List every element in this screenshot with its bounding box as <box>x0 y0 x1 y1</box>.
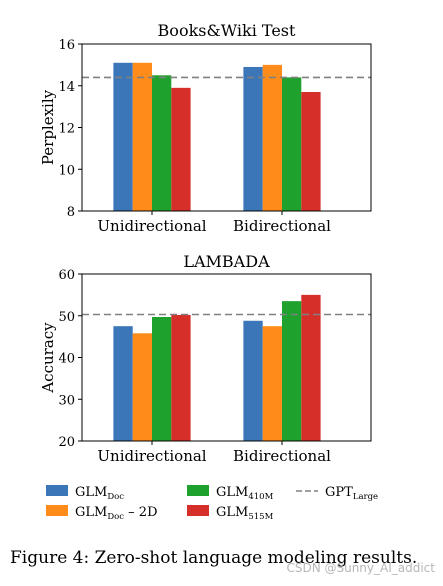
bar <box>113 326 133 441</box>
bar <box>243 320 263 441</box>
figure-caption: Figure 4: Zero-shot language modeling re… <box>10 548 418 568</box>
legend-swatch <box>46 505 68 516</box>
legend-label: GLMDoc <box>75 485 124 502</box>
legend-swatch <box>187 505 209 516</box>
legend-label: GLMDoc – 2D <box>75 505 158 522</box>
bar <box>282 77 302 212</box>
chart-title: Books&Wiki Test <box>158 21 296 40</box>
watermark: CSDN @Sunny_AI_addict <box>286 561 435 575</box>
bar <box>152 317 172 441</box>
bar <box>282 301 302 441</box>
y-axis-label: Perplexily <box>39 89 57 165</box>
legend: GLMDoc GLMDoc – 2D GLM410M GLM515M GPTLarge <box>46 485 378 522</box>
y-tick-label: 16 <box>58 38 75 53</box>
y-tick-label: 8 <box>67 205 75 220</box>
x-tick-label: Unidirectional <box>97 217 206 235</box>
y-axis-label: Accuracy <box>39 322 57 394</box>
bar <box>262 326 282 441</box>
bar <box>243 66 263 212</box>
bar <box>132 62 152 211</box>
legend-swatch <box>46 485 68 496</box>
chart-perplexity: Books&Wiki Test 8 10 12 14 16 Unidirectional Bi… <box>39 21 372 235</box>
y-tick-label: 40 <box>58 352 75 367</box>
y-tick-label: 10 <box>58 163 75 178</box>
bar <box>132 333 152 441</box>
y-tick-label: 30 <box>58 393 75 408</box>
bar <box>113 62 133 211</box>
bar <box>171 314 191 441</box>
y-tick-label: 12 <box>58 122 75 137</box>
legend-swatch <box>187 485 209 496</box>
y-tick-label: 14 <box>58 80 75 95</box>
legend-label: GPTLarge <box>325 485 378 502</box>
bar <box>152 75 172 211</box>
x-tick-label: Unidirectional <box>97 447 206 465</box>
y-tick-label: 20 <box>58 435 75 450</box>
legend-label: GLM515M <box>216 505 274 522</box>
bar <box>301 294 321 441</box>
bar <box>301 92 321 211</box>
x-tick-label: Bidirectional <box>233 447 331 465</box>
bar <box>262 64 282 211</box>
chart-title: LAMBADA <box>183 252 270 271</box>
chart-lambada: LAMBADA 20 30 40 50 60 Unidirectional Bidirecti… <box>39 252 372 465</box>
legend-label: GLM410M <box>216 485 274 502</box>
bar <box>171 87 191 211</box>
y-tick-label: 60 <box>58 268 75 283</box>
x-tick-label: Bidirectional <box>233 217 331 235</box>
y-tick-label: 50 <box>58 310 75 325</box>
